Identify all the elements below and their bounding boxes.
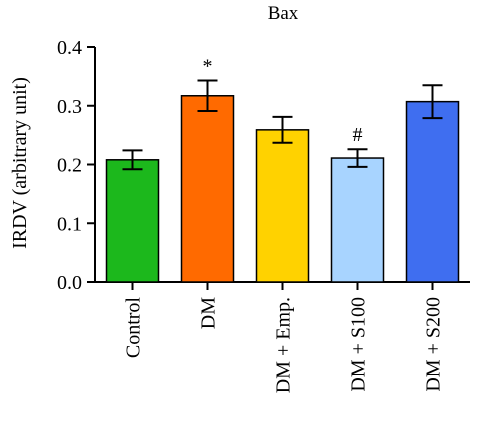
chart-title: Bax	[268, 3, 299, 24]
x-tick-label: DM + S200	[423, 297, 445, 392]
y-axis-label: IRDV (arbitrary unit)	[9, 77, 31, 249]
y-axis-ticks: 0.0 0.1 0.2 0.3 0.4	[57, 37, 95, 294]
significance-marker: *	[203, 55, 213, 77]
significance-marker: #	[353, 124, 363, 146]
x-tick-label: DM + S100	[348, 297, 370, 392]
y-tick-label: 0.3	[57, 96, 82, 118]
bar	[105, 159, 160, 283]
x-tick-label: DM + Emp.	[273, 297, 295, 393]
y-tick-label: 0.2	[57, 155, 82, 177]
y-tick-label: 0.1	[57, 213, 82, 235]
bar	[405, 100, 460, 283]
x-tick-label: DM	[198, 297, 220, 329]
y-tick-label: 0.0	[57, 272, 82, 294]
bars-group: *#	[105, 55, 460, 283]
bar	[255, 129, 310, 283]
x-axis-tick-labels: Control DM DM + Emp. DM + S100 DM + S200	[123, 282, 445, 393]
y-tick-label: 0.4	[57, 37, 82, 59]
bar	[330, 157, 385, 283]
bar	[180, 95, 235, 283]
x-tick-label: Control	[123, 297, 145, 359]
